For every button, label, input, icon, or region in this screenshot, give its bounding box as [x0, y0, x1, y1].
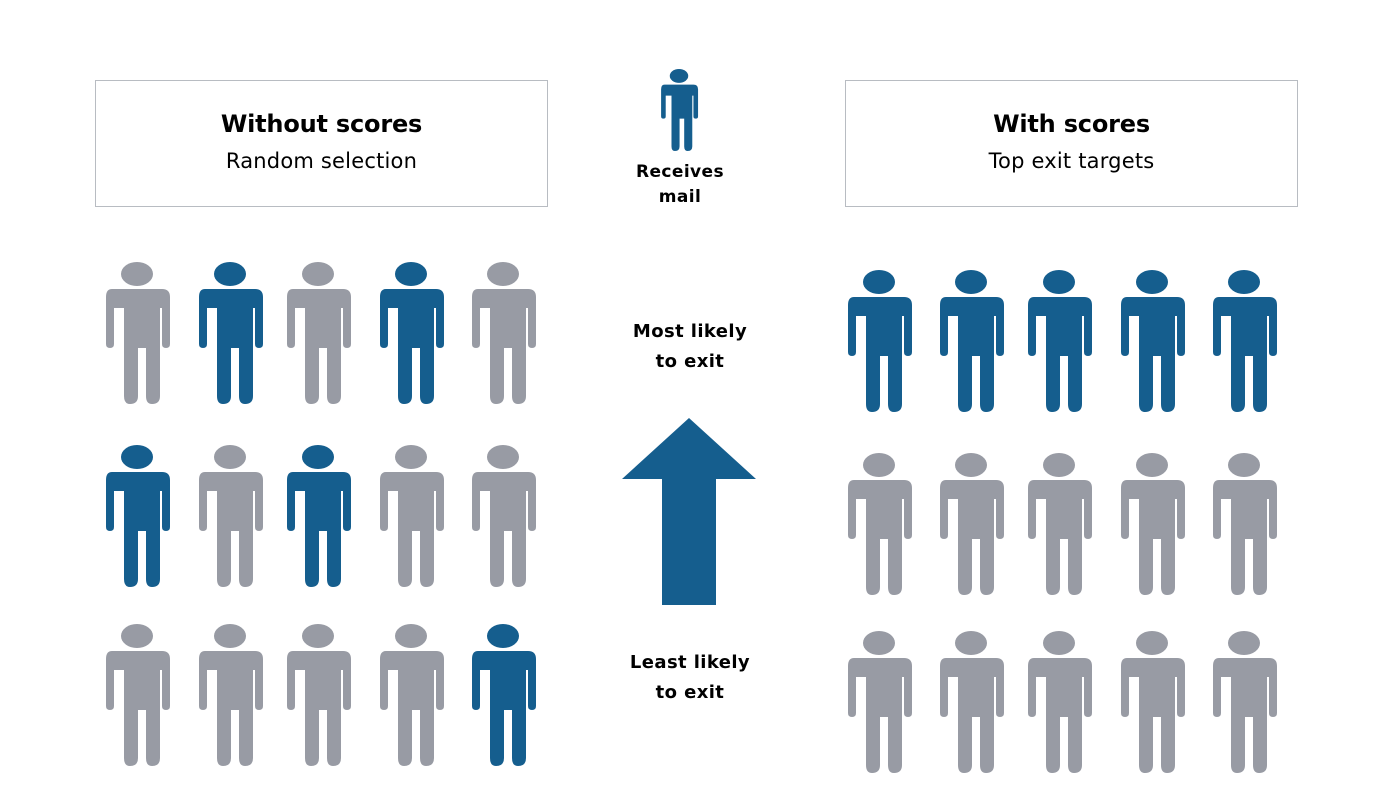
person-icon-blue-right-r1c5: [1213, 270, 1277, 412]
most-likely-label: Most likely to exit: [600, 317, 780, 377]
person-icon-blue-right-r1c3: [1028, 270, 1092, 412]
person-icon-blue-right-r1c4: [1121, 270, 1185, 412]
person-icon-gray-left-r1c3: [287, 262, 351, 404]
person-icon-gray-right-r2c2: [940, 453, 1004, 595]
receives-mail-line2: mail: [658, 187, 702, 207]
least-likely-line2: to exit: [655, 682, 725, 703]
person-icon-gray-left-r1c5: [472, 262, 536, 404]
person-icon-blue-left-r1c2: [199, 262, 263, 404]
person-icon-blue-left-r2c3: [287, 445, 351, 587]
person-icon-gray-right-r2c5: [1213, 453, 1277, 595]
person-icon-gray-right-r2c1: [848, 453, 912, 595]
person-icon-gray-left-r1c1: [106, 262, 170, 404]
with-scores-subtitle: Top exit targets: [988, 149, 1155, 173]
receives-mail-line1: Receives: [636, 162, 724, 182]
receives-mail-label: Receives mail: [610, 160, 750, 210]
least-likely-label: Least likely to exit: [600, 648, 780, 708]
person-icon-gray-right-r3c5: [1213, 631, 1277, 773]
most-likely-line1: Most likely: [632, 321, 748, 342]
without-scores-title: Without scores: [220, 110, 423, 138]
person-icon-blue-left-r3c5: [472, 624, 536, 766]
person-icon-gray-right-r3c2: [940, 631, 1004, 773]
person-icon-gray-left-r2c2: [199, 445, 263, 587]
person-icon-gray-left-r3c1: [106, 624, 170, 766]
person-icon-blue-left-r1c4: [380, 262, 444, 404]
person-icon-blue-right-r1c1: [848, 270, 912, 412]
with-scores-title: With scores: [993, 110, 1150, 138]
person-icon-gray-left-r3c4: [380, 624, 444, 766]
least-likely-line1: Least likely: [629, 652, 751, 673]
person-icon-gray-right-r2c3: [1028, 453, 1092, 595]
person-icon-gray-left-r3c3: [287, 624, 351, 766]
person-icon-gray-right-r3c4: [1121, 631, 1185, 773]
person-icon-gray-right-r3c1: [848, 631, 912, 773]
person-icon-gray-left-r2c5: [472, 445, 536, 587]
person-icon-gray-right-r3c3: [1028, 631, 1092, 773]
person-icon-gray-left-r2c4: [380, 445, 444, 587]
legend-person-icon: [661, 69, 699, 151]
most-likely-line2: to exit: [655, 351, 725, 372]
without-scores-box: Without scores Random selection: [95, 80, 548, 207]
person-icon-gray-right-r2c4: [1121, 453, 1185, 595]
person-icon-blue-right-r1c2: [940, 270, 1004, 412]
up-arrow-icon: [622, 418, 756, 605]
person-icon-blue-left-r2c1: [106, 445, 170, 587]
person-icon-gray-left-r3c2: [199, 624, 263, 766]
without-scores-subtitle: Random selection: [225, 149, 418, 173]
with-scores-box: With scores Top exit targets: [845, 80, 1298, 207]
